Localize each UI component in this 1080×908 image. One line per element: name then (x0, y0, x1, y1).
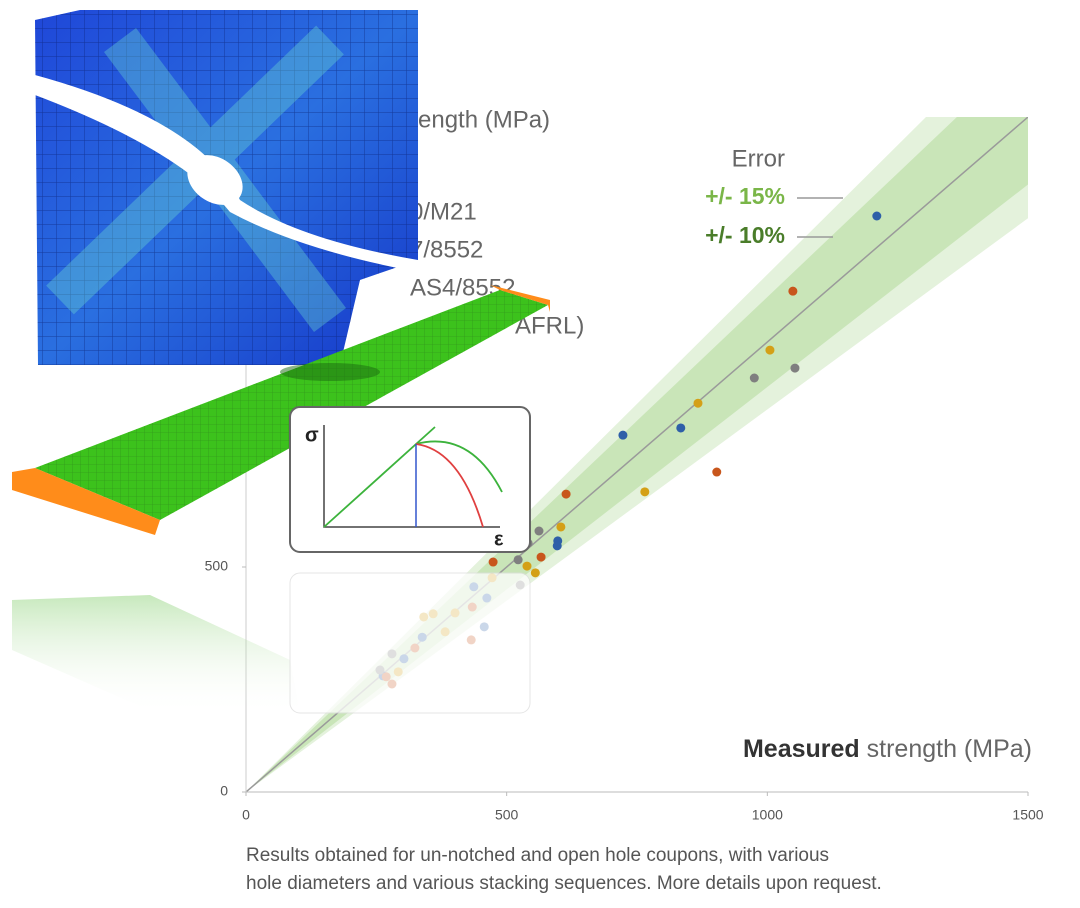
y-tick-label: 0 (220, 783, 228, 799)
x-tick-label: 0 (242, 807, 250, 823)
caption-line: hole diameters and various stacking sequ… (246, 873, 882, 894)
band-label: +/- 10% (705, 222, 785, 248)
point (788, 286, 798, 296)
x-tick-label: 1500 (1012, 807, 1043, 823)
x-tick-label: 500 (495, 807, 519, 823)
legend-entry: 7/8552 (410, 236, 483, 263)
point (618, 430, 628, 440)
x-axis-label-rest: strength (MPa) (867, 735, 1032, 763)
point (522, 561, 532, 571)
point (534, 526, 544, 536)
caption-line: Results obtained for un-notched and open… (246, 845, 829, 866)
point (552, 541, 562, 551)
point (640, 487, 650, 497)
y-tick-label: 500 (205, 558, 229, 574)
inset-reflection (289, 572, 531, 714)
inset-y-label: σ (305, 424, 319, 446)
plate-reflection (12, 595, 300, 715)
plate-grip (490, 285, 550, 312)
point (556, 522, 566, 532)
inset-box (289, 406, 531, 553)
inset-curve (415, 440, 503, 493)
point (693, 398, 703, 408)
inset-curve (415, 443, 484, 528)
point (749, 373, 759, 383)
x-axis-label: Measured strength (MPa) (743, 735, 1032, 763)
plate-mesh (35, 290, 548, 520)
x-axis-label-bold: Measured (743, 735, 860, 763)
point (790, 363, 800, 373)
error-title: Error (732, 145, 785, 172)
fe-hole (187, 155, 243, 205)
point (488, 557, 498, 567)
band-label: +/- 15% (705, 183, 785, 209)
inset-x-label: ε (494, 528, 504, 550)
point (536, 552, 546, 562)
y-axis-label: rength (MPa) (410, 106, 550, 133)
fe-illustrations: σ ε (12, 10, 550, 715)
point (712, 467, 722, 477)
point (513, 555, 523, 565)
point (530, 568, 540, 578)
point (676, 423, 686, 433)
point (765, 345, 775, 355)
point (872, 211, 882, 221)
x-tick-label: 1000 (752, 807, 783, 823)
plate-grip (12, 468, 160, 535)
point (561, 489, 571, 499)
fe-crack (35, 75, 418, 272)
legend-entry: 0/M21 (410, 198, 477, 225)
plate-notch (280, 363, 380, 381)
